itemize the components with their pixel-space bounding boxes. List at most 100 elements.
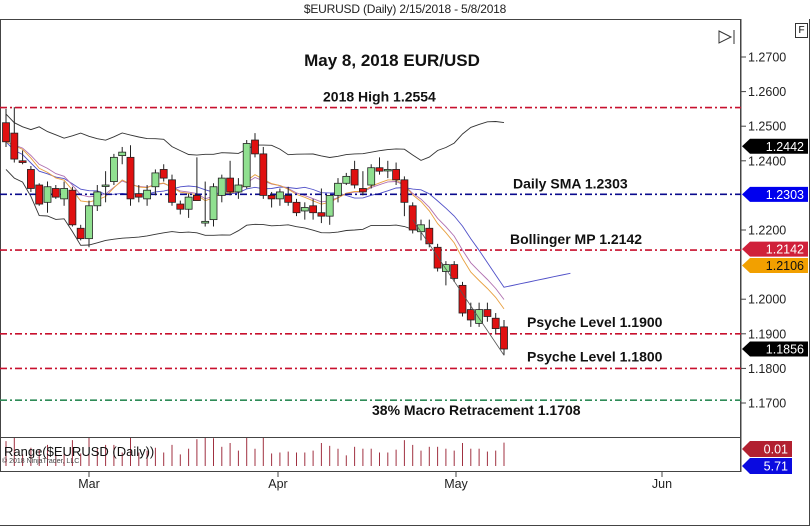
candle bbox=[259, 153, 268, 196]
y-tick-label: 1.2500 bbox=[748, 120, 786, 134]
candle bbox=[126, 156, 135, 200]
candle bbox=[51, 188, 60, 198]
price-tag bbox=[742, 186, 808, 202]
range-tag-value: 5.71 bbox=[764, 460, 788, 474]
candle bbox=[500, 326, 508, 350]
candle bbox=[60, 188, 68, 200]
x-tick-label: Mar bbox=[78, 477, 100, 491]
candle bbox=[358, 188, 367, 193]
candle bbox=[383, 169, 392, 172]
trend-line bbox=[412, 219, 505, 356]
range-tag-value: 0.01 bbox=[764, 443, 788, 457]
candle bbox=[342, 175, 351, 184]
price-tag-value: 1.2106 bbox=[766, 259, 804, 273]
price-tag-value: 1.2442 bbox=[766, 140, 804, 154]
candle bbox=[325, 194, 334, 217]
price-tag bbox=[742, 138, 808, 154]
candle bbox=[275, 191, 284, 200]
bollinger-lower-line bbox=[5, 169, 422, 246]
candle bbox=[110, 156, 118, 182]
candle bbox=[309, 205, 318, 214]
copyright: © 2018 NinjaTrader, LLC bbox=[2, 458, 80, 465]
range-panel bbox=[0, 437, 741, 472]
candle bbox=[43, 186, 52, 203]
candle bbox=[450, 264, 459, 279]
candle bbox=[93, 191, 102, 207]
candle bbox=[267, 194, 276, 200]
x-tick-label: May bbox=[444, 477, 468, 491]
candle bbox=[242, 143, 251, 188]
candle bbox=[101, 184, 110, 187]
play-to-end-icon[interactable] bbox=[718, 30, 733, 44]
y-tick-label: 1.2600 bbox=[748, 85, 786, 99]
y-tick-label: 1.1700 bbox=[748, 397, 786, 411]
candle bbox=[10, 132, 19, 160]
chart-title: May 8, 2018 EUR/USD bbox=[304, 51, 480, 70]
candle bbox=[425, 227, 434, 245]
candle bbox=[226, 177, 235, 193]
candle bbox=[334, 182, 342, 196]
candle bbox=[475, 309, 484, 324]
level-label: 2018 High 1.2554 bbox=[323, 89, 436, 105]
candle bbox=[433, 246, 442, 269]
y-tick-label: 1.2200 bbox=[748, 224, 786, 238]
candle bbox=[143, 189, 152, 200]
candle bbox=[441, 264, 450, 272]
range-tag bbox=[742, 441, 792, 457]
price-tag-value: 1.2142 bbox=[766, 243, 804, 257]
candle bbox=[350, 169, 359, 186]
candle bbox=[192, 194, 201, 201]
candle bbox=[209, 186, 218, 221]
price-tag bbox=[742, 258, 808, 274]
price-tag bbox=[742, 241, 808, 257]
y-tick-label: 1.1900 bbox=[748, 327, 786, 341]
candle bbox=[18, 160, 27, 163]
candle bbox=[201, 220, 210, 224]
price-tag-value: 1.2303 bbox=[766, 188, 804, 202]
price-panel bbox=[0, 19, 741, 438]
candle bbox=[317, 212, 326, 217]
candle bbox=[408, 205, 417, 231]
candle bbox=[151, 172, 160, 188]
window-title: $EURUSD (Daily) 2/15/2018 - 5/8/2018 bbox=[303, 2, 507, 16]
candle bbox=[300, 207, 309, 212]
price-tag bbox=[742, 341, 808, 357]
x-tick-label: Jun bbox=[652, 477, 672, 491]
y-tick-label: 1.2000 bbox=[748, 293, 786, 307]
candle bbox=[68, 189, 77, 226]
candle bbox=[292, 201, 301, 214]
candle bbox=[184, 196, 193, 210]
candle bbox=[217, 177, 226, 196]
candle bbox=[134, 193, 143, 198]
candle bbox=[176, 203, 185, 210]
candle bbox=[483, 309, 492, 317]
candle bbox=[2, 122, 10, 143]
f-button[interactable]: F bbox=[795, 23, 808, 38]
candle bbox=[392, 169, 401, 181]
level-label: Psyche Level 1.1900 bbox=[527, 314, 663, 330]
level-label: Psyche Level 1.1800 bbox=[527, 348, 663, 364]
candle bbox=[251, 139, 259, 155]
price-tag-value: 1.1856 bbox=[766, 343, 804, 357]
candle bbox=[26, 169, 35, 189]
candle bbox=[35, 184, 44, 205]
range-tag bbox=[742, 458, 792, 474]
candle bbox=[85, 205, 93, 240]
y-tick-label: 1.2400 bbox=[748, 154, 786, 168]
range-indicator-label: Range($EURUSD (Daily)) bbox=[4, 444, 155, 459]
candle bbox=[234, 184, 243, 193]
candle bbox=[168, 179, 176, 203]
candle bbox=[284, 194, 293, 203]
level-label: 38% Macro Retracement 1.1708 bbox=[372, 402, 581, 418]
level-label: Bollinger MP 1.2142 bbox=[510, 231, 642, 247]
candle bbox=[375, 167, 384, 172]
candle bbox=[466, 309, 475, 321]
y-tick-label: 1.2700 bbox=[748, 51, 786, 65]
y-tick-label: 1.1800 bbox=[748, 362, 786, 376]
candle bbox=[491, 317, 500, 330]
candle bbox=[159, 169, 168, 179]
level-label: Daily SMA 1.2303 bbox=[513, 175, 628, 191]
candle bbox=[118, 151, 127, 157]
x-tick-label: Apr bbox=[268, 477, 287, 491]
candle bbox=[367, 167, 376, 186]
